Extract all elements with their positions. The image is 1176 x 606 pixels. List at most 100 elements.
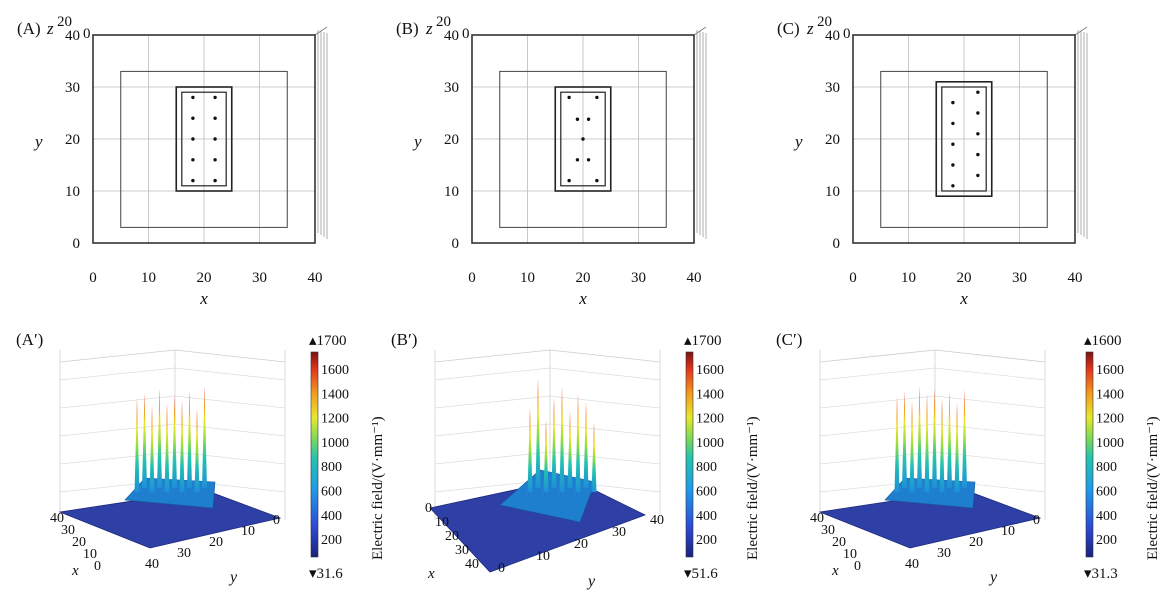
electrode-holder-outer	[554, 86, 612, 192]
colorbar-tick-label: 1200	[1096, 412, 1124, 427]
back-wall-top	[434, 349, 661, 363]
axis2-tick-label: 20	[969, 535, 983, 550]
back-wall-grid	[434, 395, 551, 409]
y-tick-label: 40	[825, 28, 840, 44]
axis1-label: x	[427, 566, 435, 582]
panel-label: (C′)	[776, 330, 802, 349]
y-tick-label: 40	[65, 28, 80, 44]
panel-label: (A′)	[16, 330, 43, 349]
electrode-point	[213, 95, 217, 100]
electrode-point	[191, 158, 195, 162]
plot-frame	[852, 34, 1076, 244]
colorbar-tick-label: 600	[1096, 485, 1117, 500]
colorbar-min-label: ▾31.6	[309, 566, 343, 582]
axis2-tick-label: 40	[650, 513, 664, 528]
electrode-point	[586, 117, 591, 121]
colorbar-tick-label: 1200	[321, 412, 349, 427]
back-wall-grid	[549, 367, 661, 381]
colorbar-tick-label: 1600	[1096, 363, 1124, 378]
y-tick-label: 30	[825, 80, 840, 96]
axis2-tick-label: 40	[145, 557, 159, 572]
axis1-tick-label: 20	[72, 535, 86, 550]
axis2-tick-label: 20	[209, 535, 223, 550]
field-peak	[954, 402, 960, 492]
colorbar-tick-label: 1400	[1096, 387, 1124, 402]
axis1-label: x	[831, 563, 839, 579]
colorbar-tick-label: 1400	[696, 387, 724, 402]
field-peak	[535, 377, 541, 488]
y-tick-label: 0	[73, 236, 81, 252]
x-tick-label: 30	[252, 270, 267, 286]
axis1-tick-label: 40	[50, 511, 64, 526]
x-tick-label: 10	[520, 270, 535, 286]
z-axis-label: z	[806, 19, 814, 38]
axis2-tick-label: 30	[612, 525, 626, 540]
axis2-tick-label: 30	[177, 546, 191, 561]
y-tick-label: 0	[452, 236, 460, 252]
panel-label: (A)	[17, 19, 41, 38]
plot-frame	[471, 34, 695, 244]
electrode-point	[581, 137, 585, 141]
back-wall-grid	[174, 451, 286, 465]
axis2-label: y	[228, 569, 238, 586]
field-peak	[202, 385, 207, 488]
field-peak	[172, 395, 177, 488]
x-tick-label: 20	[576, 270, 591, 286]
axis1-tick-label: 30	[61, 523, 75, 538]
back-wall-grid	[819, 451, 936, 465]
axis2-tick-label: 10	[241, 524, 255, 539]
colorbar-tick-label: 800	[1096, 460, 1117, 475]
panel-label: (B)	[396, 19, 419, 38]
tissue-domain	[880, 70, 1048, 228]
electrode-point	[191, 116, 195, 120]
z-tick-label: 0	[843, 26, 851, 42]
x-tick-label: 40	[687, 270, 702, 286]
field-peak	[527, 408, 533, 492]
colorbar-tick-label: 200	[1096, 533, 1117, 548]
x-tick-label: 20	[957, 270, 972, 286]
electrode-holder-inner	[941, 86, 987, 192]
z-tick-label: 20	[57, 14, 72, 30]
back-wall-grid	[819, 395, 936, 409]
field-peak	[894, 396, 900, 492]
back-wall-grid	[59, 451, 176, 465]
x-tick-label: 0	[849, 270, 857, 286]
z-tick-label: 0	[83, 26, 91, 42]
axis1-label: x	[71, 563, 79, 579]
axis2-tick-label: 0	[498, 561, 505, 576]
axis2-tick-label: 10	[1001, 524, 1015, 539]
x-tick-label: 40	[1068, 270, 1083, 286]
electrode-point	[951, 142, 955, 146]
electrode-point	[951, 100, 955, 105]
field-peak	[134, 398, 140, 492]
electrode-point	[951, 184, 955, 188]
x-tick-label: 30	[631, 270, 646, 286]
axis1-tick-label: 40	[465, 557, 479, 572]
x-tick-label: 0	[89, 270, 97, 286]
colorbar-tick-label: 1000	[1096, 436, 1124, 451]
axis2-tick-label: 30	[937, 546, 951, 561]
colorbar-tick-label: 600	[696, 485, 717, 500]
back-wall-grid	[819, 423, 936, 437]
colorbar-tick-label: 1600	[321, 363, 349, 378]
electrode-point	[575, 117, 580, 121]
field-peak	[947, 391, 952, 488]
colorbar-max-label: ▴1600	[1084, 333, 1122, 349]
axis1-tick-label: 30	[821, 523, 835, 538]
axis2-tick-label: 0	[273, 513, 280, 528]
x-tick-label: 10	[901, 270, 916, 286]
colorbar-tick-label: 1000	[696, 436, 724, 451]
field-peak	[551, 397, 557, 488]
electrode-point	[976, 111, 980, 115]
electrode-point	[213, 137, 217, 141]
y-axis-label: y	[412, 132, 422, 151]
colorbar-title: Electric field/(V·mm⁻¹)	[745, 416, 761, 560]
tissue-domain	[120, 70, 288, 228]
panel-label: (C)	[777, 19, 800, 38]
electrode-point	[567, 178, 571, 183]
axis1-tick-label: 0	[94, 559, 101, 574]
x-axis-label: x	[199, 289, 208, 308]
